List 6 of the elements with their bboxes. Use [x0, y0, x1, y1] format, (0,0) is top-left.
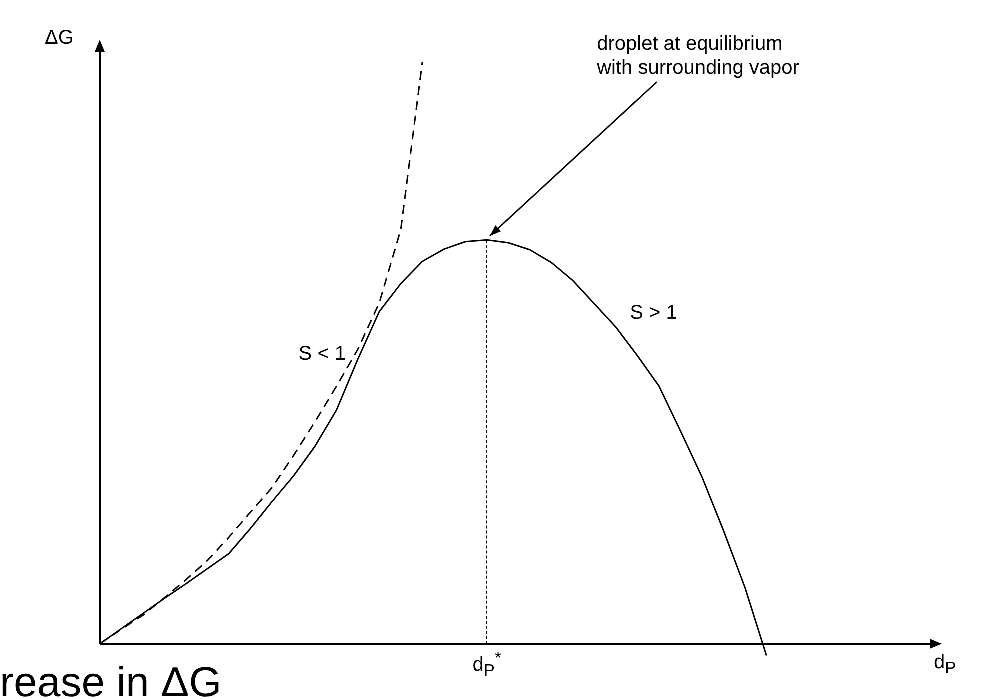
series-label: S > 1: [630, 302, 678, 324]
annotation: droplet at equilibrium with surrounding vapor: [597, 33, 800, 80]
y-axis-title: ΔG: [45, 27, 74, 49]
text: rease in ΔG: [0, 658, 222, 699]
series-label: S < 1: [298, 342, 346, 365]
text: d$_{P}$: [934, 651, 956, 678]
